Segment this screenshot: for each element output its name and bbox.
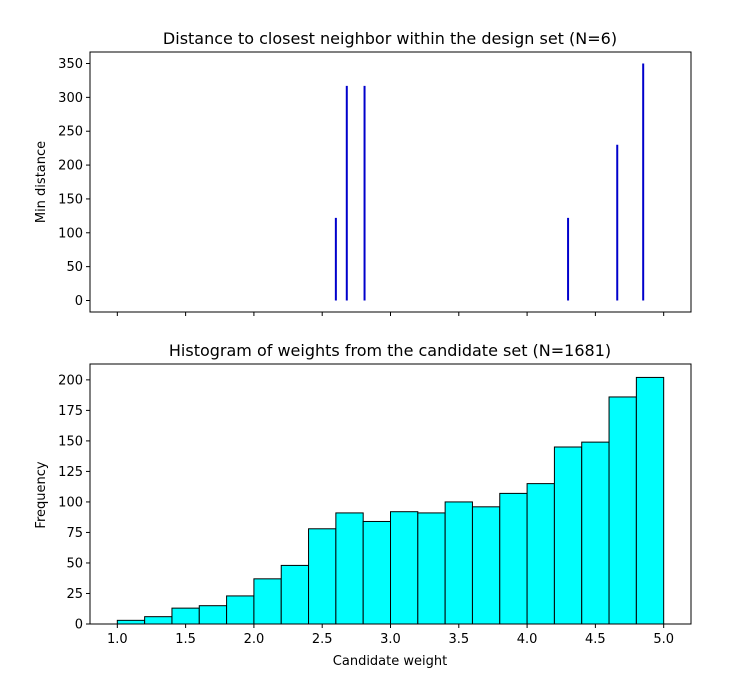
histogram-bar — [253, 578, 282, 625]
stem-chart-panel: Distance to closest neighbor within the … — [34, 29, 692, 316]
histogram-ticks: 0 25 50 75 100 125 150 175 200 1.0 1.5 2.0 2.5 3.0 3.5… — [58, 373, 674, 647]
histogram-xlabel: Candidate weight — [333, 654, 447, 669]
histogram-panel: Histogram of weights from the candidate … — [34, 341, 692, 669]
y-tick-label: 150 — [58, 192, 83, 207]
histogram-bar — [362, 520, 392, 625]
histogram-bar — [444, 501, 473, 625]
y-tick-label: 125 — [58, 465, 83, 480]
y-tick-label: 50 — [66, 556, 83, 571]
y-tick-label: 250 — [58, 125, 83, 140]
histogram-ylabel: Frequency — [34, 461, 49, 528]
y-tick-label: 100 — [58, 495, 83, 510]
y-tick-label: 350 — [58, 57, 83, 72]
histogram-bar — [335, 512, 364, 625]
histogram-bar — [526, 483, 555, 625]
histogram-title: Histogram of weights from the candidate … — [169, 341, 611, 360]
histogram-bar — [144, 616, 173, 625]
stem-chart-ticks: 0 50 100 150 200 250 300 350 — [58, 57, 665, 316]
histogram-bar — [499, 492, 528, 625]
histogram-bar — [553, 446, 583, 625]
y-tick-label: 200 — [58, 373, 83, 388]
histogram-bar — [198, 605, 228, 625]
histogram-bar — [226, 595, 255, 625]
histogram-axes-frame — [89, 363, 692, 625]
stem-chart-stems — [334, 63, 645, 301]
histogram-bar — [417, 512, 446, 625]
x-tick-label: 1.0 — [107, 632, 128, 647]
stem-chart-title: Distance to closest neighbor within the … — [163, 29, 617, 48]
histogram-bar — [308, 528, 337, 625]
histogram-bar — [171, 607, 200, 625]
x-tick-label: 4.0 — [517, 632, 538, 647]
y-tick-label: 100 — [58, 226, 83, 241]
histogram-bar — [280, 564, 310, 625]
y-tick-label: 0 — [75, 618, 83, 633]
x-tick-label: 1.5 — [175, 632, 196, 647]
x-tick-label: 4.5 — [585, 632, 606, 647]
x-tick-label: 3.0 — [380, 632, 401, 647]
y-tick-label: 75 — [66, 526, 83, 541]
histogram-bar — [390, 511, 419, 625]
y-tick-label: 150 — [58, 434, 83, 449]
y-tick-label: 300 — [58, 91, 83, 106]
y-tick-label: 175 — [58, 404, 83, 419]
y-tick-label: 50 — [66, 260, 83, 275]
histogram-bar — [608, 396, 637, 625]
histogram-bar — [581, 441, 610, 625]
x-tick-label: 5.0 — [653, 632, 674, 647]
x-tick-label: 2.5 — [312, 632, 333, 647]
histogram-bar — [116, 619, 146, 625]
y-tick-label: 0 — [75, 294, 83, 309]
stem-chart-axes-frame — [89, 51, 692, 313]
y-tick-label: 25 — [66, 587, 83, 602]
x-tick-label: 3.5 — [448, 632, 469, 647]
stem-chart-ylabel: Min distance — [34, 141, 49, 223]
histogram-bar — [471, 506, 501, 625]
x-tick-label: 2.0 — [244, 632, 265, 647]
y-tick-label: 200 — [58, 159, 83, 174]
histogram-bar — [635, 376, 665, 625]
histogram-bars — [116, 376, 665, 625]
